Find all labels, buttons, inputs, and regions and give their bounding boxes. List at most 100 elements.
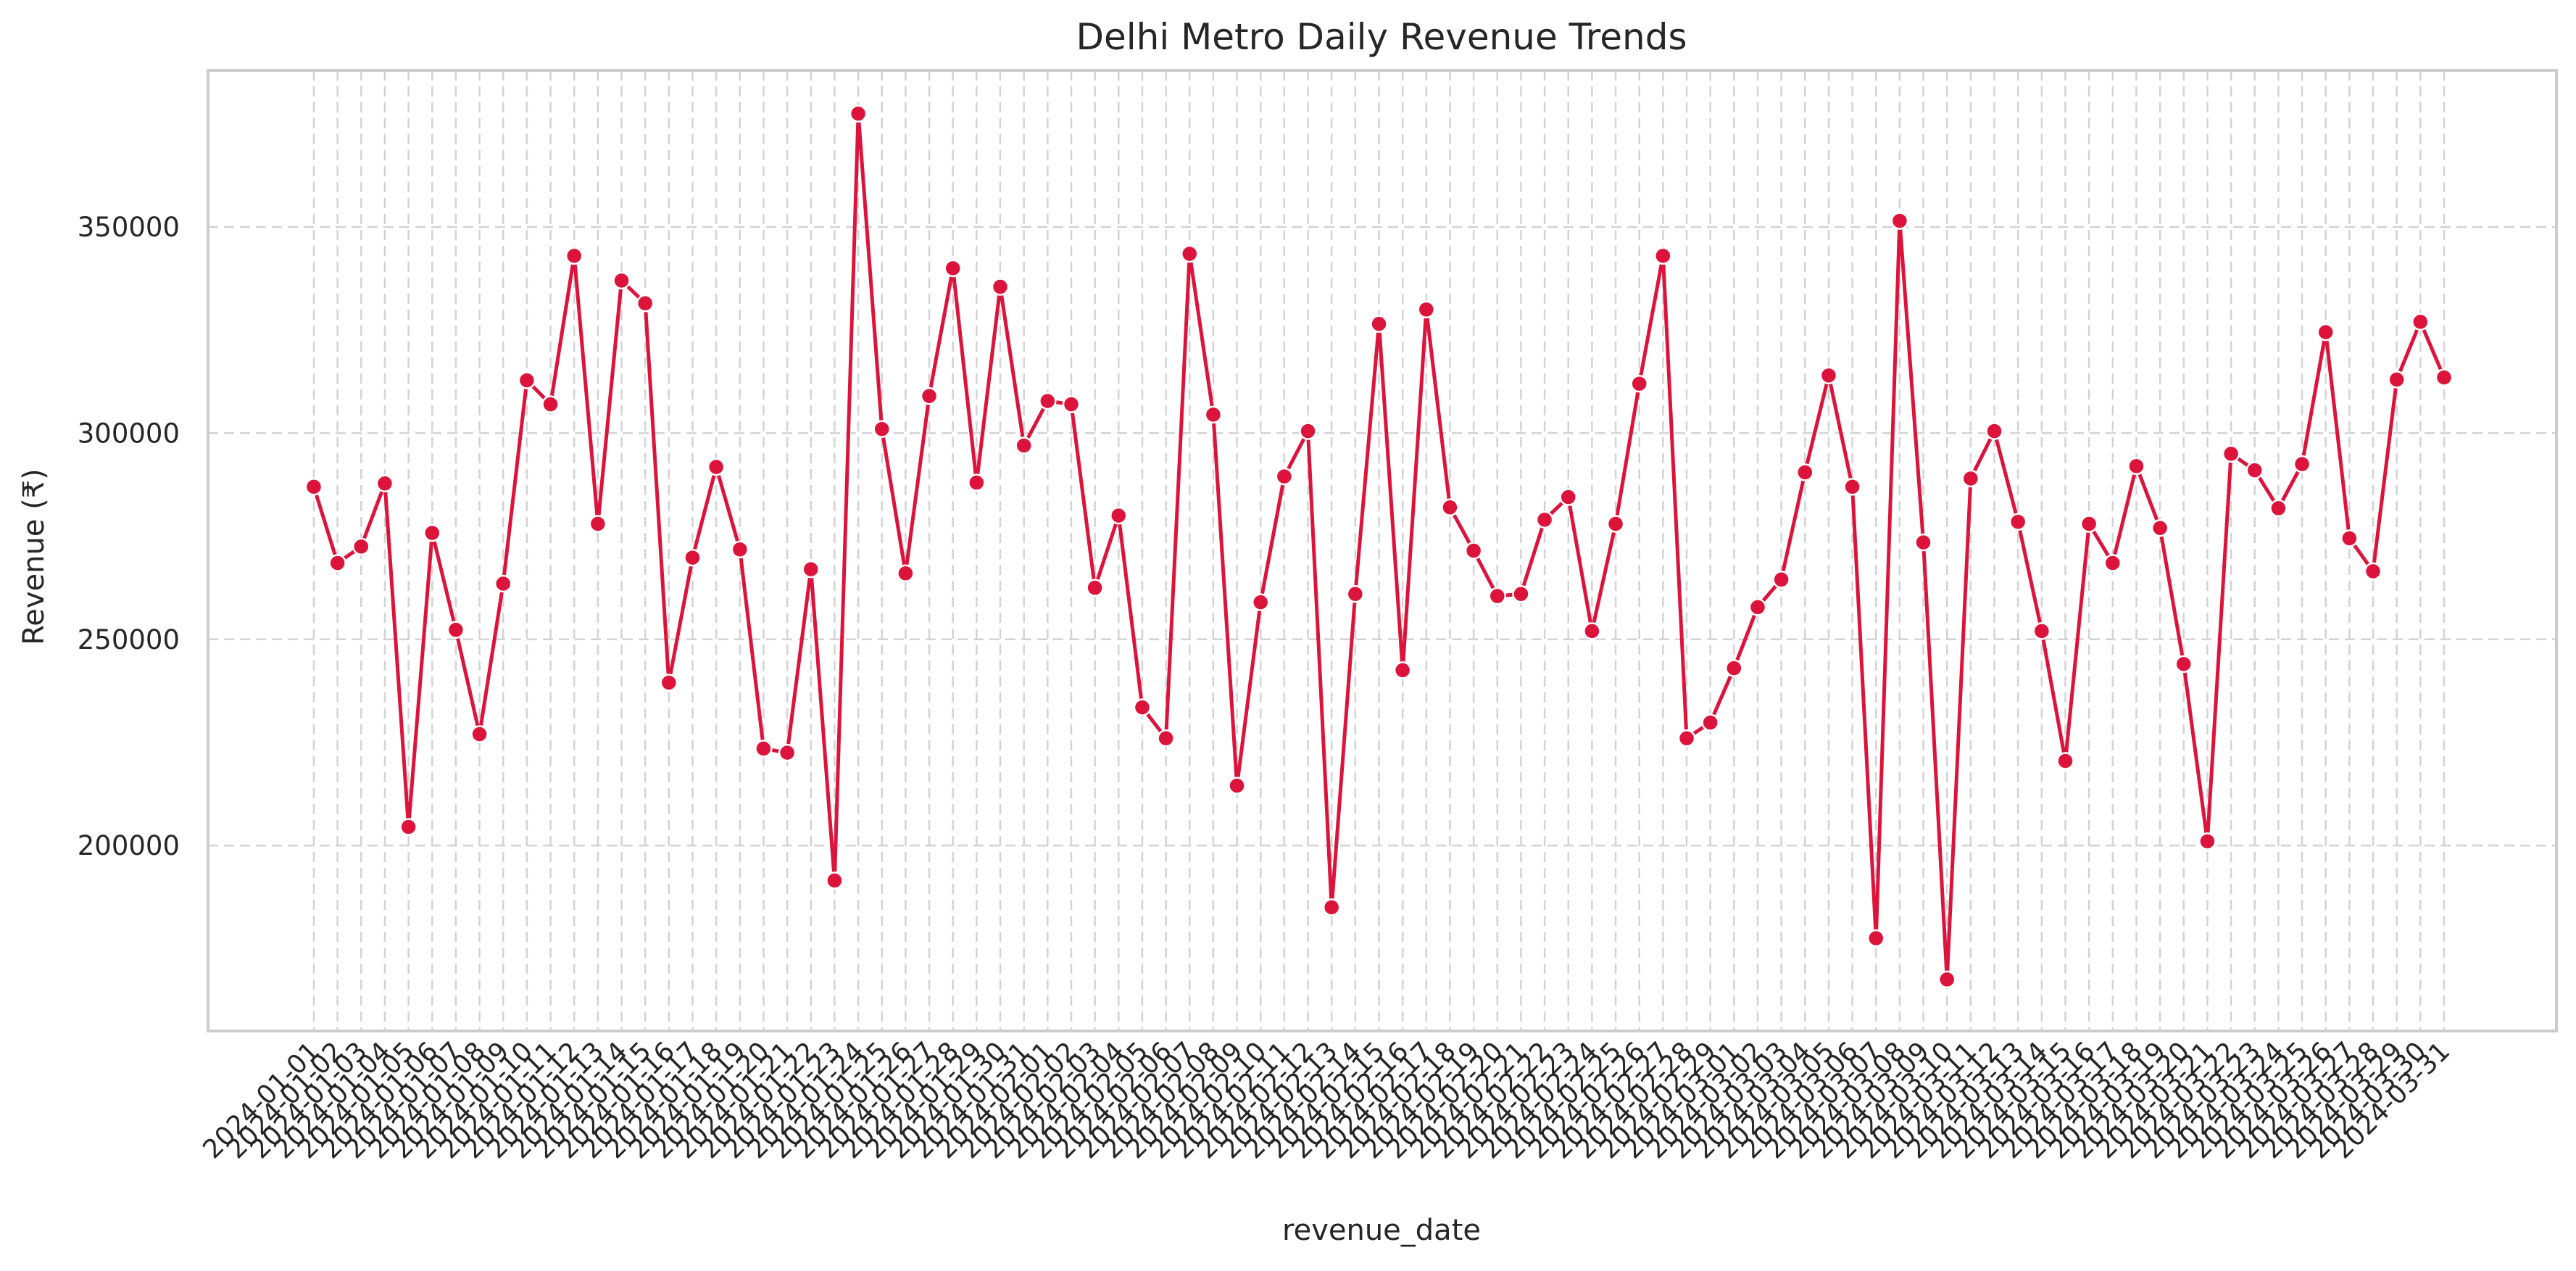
- data-point: [1819, 366, 1838, 385]
- data-point: [1535, 510, 1554, 529]
- data-point: [2411, 312, 2430, 331]
- data-point: [2364, 562, 2382, 581]
- data-point: [1654, 247, 1672, 265]
- data-point: [684, 548, 702, 567]
- data-point: [1606, 515, 1625, 533]
- data-point: [2245, 461, 2264, 479]
- data-point: [826, 872, 844, 890]
- data-point: [1133, 698, 1152, 716]
- data-point: [1748, 598, 1767, 616]
- data-point: [1062, 395, 1081, 413]
- data-point: [991, 278, 1010, 296]
- data-point: [802, 560, 820, 579]
- data-point: [1299, 422, 1317, 440]
- data-point: [2056, 752, 2074, 770]
- data-point: [636, 294, 655, 312]
- data-point: [470, 725, 489, 743]
- data-point: [755, 740, 773, 758]
- data-point: [2340, 529, 2359, 547]
- data-point: [1251, 593, 1270, 611]
- data-point: [2103, 554, 2122, 572]
- data-point: [1441, 498, 1459, 517]
- data-point: [375, 474, 394, 493]
- data-point: [1867, 929, 1885, 948]
- data-point: [2435, 368, 2454, 386]
- data-point: [2080, 515, 2098, 533]
- x-tick-labels: 2024-01-012024-01-022024-01-032024-01-04…: [197, 1036, 2456, 1164]
- data-point: [1322, 898, 1341, 916]
- data-point: [2174, 655, 2193, 674]
- data-point: [2222, 444, 2240, 463]
- data-point: [968, 473, 986, 492]
- data-point: [2008, 513, 2027, 531]
- data-markers: [304, 104, 2454, 989]
- data-point: [2388, 370, 2406, 389]
- data-point: [1512, 584, 1530, 603]
- data-point: [2198, 832, 2216, 850]
- data-point: [1417, 300, 1436, 319]
- data-point: [1157, 729, 1175, 748]
- chart-title: Delhi Metro Daily Revenue Trends: [1076, 16, 1687, 58]
- data-point: [1204, 405, 1223, 424]
- data-point: [2269, 499, 2288, 518]
- data-point: [1370, 315, 1388, 333]
- data-point: [2293, 455, 2311, 473]
- plot-frame: [207, 69, 2558, 1032]
- data-point: [1346, 584, 1365, 603]
- data-point: [518, 371, 536, 389]
- data-point: [304, 478, 323, 496]
- data-point: [660, 674, 678, 692]
- data-point: [1039, 392, 1057, 410]
- data-point: [1843, 478, 1861, 496]
- data-point: [589, 515, 607, 533]
- data-point: [1677, 729, 1696, 748]
- data-point: [2032, 622, 2051, 640]
- data-point: [1796, 463, 1814, 481]
- grid-lines: [208, 70, 2556, 1031]
- data-point: [1393, 661, 1412, 679]
- data-point: [849, 104, 868, 123]
- data-point: [565, 247, 583, 265]
- data-point: [1701, 713, 1719, 732]
- data-point: [1961, 469, 1980, 488]
- data-point: [494, 574, 512, 593]
- data-point: [1937, 970, 1956, 989]
- data-point: [731, 540, 749, 559]
- data-point: [1228, 777, 1246, 795]
- data-point: [1985, 422, 2003, 440]
- data-point: [2317, 323, 2335, 341]
- data-point: [541, 395, 560, 413]
- data-point: [1583, 622, 1601, 640]
- data-point: [423, 523, 441, 542]
- data-point: [778, 743, 797, 762]
- data-point: [1914, 533, 1932, 552]
- data-point: [352, 537, 370, 556]
- data-point: [944, 259, 962, 278]
- revenue-series-line: [312, 112, 2446, 982]
- y-axis-label: Revenue (₹): [17, 468, 51, 645]
- data-point: [920, 386, 939, 405]
- data-point: [1086, 579, 1104, 597]
- data-point: [399, 818, 417, 836]
- data-point: [1890, 212, 1909, 230]
- data-point: [1772, 571, 1790, 589]
- data-point: [612, 271, 631, 290]
- data-point: [897, 564, 915, 583]
- x-axis-label: revenue_date: [1282, 1214, 1481, 1247]
- y-tick-label: 350000: [78, 212, 180, 243]
- data-point: [1725, 659, 1743, 677]
- data-point: [1630, 374, 1648, 393]
- y-tick-label: 300000: [78, 418, 180, 449]
- data-point: [446, 621, 465, 639]
- data-point: [707, 458, 726, 476]
- y-tick-label: 200000: [78, 830, 180, 861]
- y-tick-label: 250000: [78, 624, 180, 655]
- y-tick-labels: 200000 250000 300000 350000: [78, 212, 180, 861]
- data-point: [2127, 457, 2145, 476]
- data-point: [328, 554, 346, 572]
- data-point: [1559, 488, 1577, 506]
- data-point: [1181, 244, 1199, 263]
- data-point: [873, 420, 891, 438]
- data-point: [1488, 587, 1507, 605]
